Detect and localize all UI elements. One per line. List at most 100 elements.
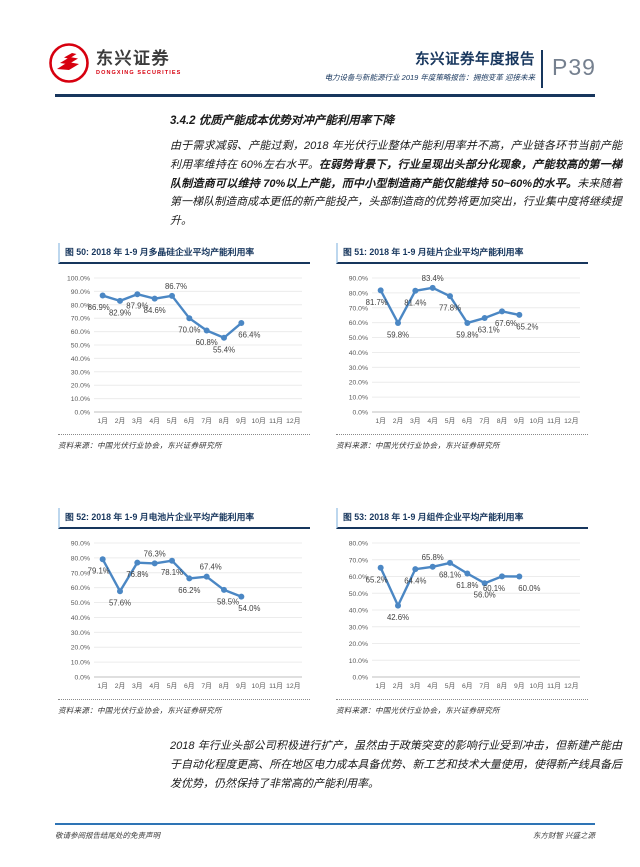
svg-text:60.0%: 60.0% [349,320,368,327]
svg-text:80.0%: 80.0% [349,541,368,548]
header-rule [55,94,595,97]
report-title: 东兴证券年度报告 [415,52,535,68]
svg-text:65.8%: 65.8% [422,553,444,562]
svg-text:3月: 3月 [132,417,143,425]
figure-52-caption: 图 52: 2018 年 1-9 月电池片企业平均产能利用率 [58,508,310,529]
figure-52-line-chart: 0.0% 10.0% 20.0% 30.0% 40.0% 50.0% 60.0% 70.0% 8… [71,541,302,690]
svg-text:61.8%: 61.8% [456,581,478,590]
svg-text:2月: 2月 [115,682,126,690]
svg-text:60.0%: 60.0% [518,584,540,593]
svg-text:10.0%: 10.0% [349,395,368,402]
svg-text:59.8%: 59.8% [456,330,478,339]
svg-text:77.8%: 77.8% [439,304,461,313]
svg-text:5月: 5月 [445,682,456,690]
svg-text:83.4%: 83.4% [422,274,444,283]
figure-51-source: 资料来源：中国光伏行业协会，东兴证券研究所 [336,441,500,450]
svg-text:20.0%: 20.0% [71,645,90,652]
svg-text:4月: 4月 [149,417,160,425]
svg-text:11月: 11月 [269,682,283,690]
body-paragraph-2: 2018 年行业头部公司积极进行扩产，虽然由于政策突变的影响行业受到冲击，但新建… [170,740,622,790]
svg-text:54.0%: 54.0% [238,604,260,613]
svg-text:64.4%: 64.4% [404,577,426,586]
logo-text: 东兴证券 DONGXING SECURITIES [96,49,182,77]
svg-text:4月: 4月 [427,417,438,425]
svg-text:55.4%: 55.4% [213,345,235,354]
svg-text:3月: 3月 [410,682,421,690]
section-heading: 3.4.2 优质产能成本优势对冲产能利用率下降 [170,115,395,127]
svg-text:50.0%: 50.0% [71,600,90,607]
svg-text:7月: 7月 [201,417,212,425]
svg-text:50.0%: 50.0% [71,343,90,350]
svg-text:66.2%: 66.2% [178,586,200,595]
svg-text:6月: 6月 [184,417,195,425]
svg-text:8月: 8月 [497,417,508,425]
svg-text:90.0%: 90.0% [71,289,90,296]
svg-text:7月: 7月 [201,682,212,690]
svg-text:9月: 9月 [514,417,525,425]
figure-50-card: 图 50: 2018 年 1-9 月多晶硅企业平均产能利用率 0.0% 10.0%… [58,243,310,451]
svg-text:80.0%: 80.0% [71,302,90,309]
figure-50-source: 资料来源：中国光伏行业协会，东兴证券研究所 [58,441,222,450]
dongxing-emblem-icon [49,43,89,83]
footer-disclaimer: 敬请参阅报告结尾处的免责声明 [55,831,160,840]
svg-text:9月: 9月 [236,682,247,690]
svg-text:79.1%: 79.1% [88,567,110,576]
svg-text:76.3%: 76.3% [144,549,166,558]
figure-51-line-chart: 0.0%10.0%20.0%30.0%40.0%50.0%60.0%70.0%8… [349,274,580,425]
svg-text:5月: 5月 [167,682,178,690]
svg-text:63.1%: 63.1% [478,326,500,335]
logo-text-cn: 东兴证券 [96,49,170,68]
svg-text:70.0%: 70.0% [349,557,368,564]
figure-51-card: 图 51: 2018 年 1-9 月硅片企业平均产能利用率 0.0% 10.0% 2… [336,243,588,451]
svg-text:30.0%: 30.0% [71,630,90,637]
figure-50-separator [58,434,310,435]
svg-text:12月: 12月 [564,417,578,425]
svg-text:6月: 6月 [462,417,473,425]
svg-text:3月: 3月 [410,417,421,425]
svg-text:42.6%: 42.6% [387,613,409,622]
svg-text:82.9%: 82.9% [109,308,131,317]
svg-text:6月: 6月 [462,682,473,690]
svg-text:0.0%: 0.0% [353,410,369,417]
svg-text:70.0%: 70.0% [178,326,200,335]
svg-text:11月: 11月 [269,417,283,425]
svg-text:40.0%: 40.0% [71,356,90,363]
svg-text:40.0%: 40.0% [349,608,368,615]
svg-text:9月: 9月 [514,682,525,690]
logo-text-en: DONGXING SECURITIES [96,70,182,76]
svg-text:56.0%: 56.0% [474,591,496,600]
report-header: 东兴证券年度报告 电力设备与新能源行业 2019 年度策略报告：拥抱变革 迎接未… [205,48,535,83]
svg-text:2月: 2月 [393,682,404,690]
header-divider-vertical [541,50,543,88]
para1-normal-2: 未来随着第一梯队制造商成本更低的新产能投产，头部制造商的优势将更加突出，行业集中… [170,177,622,228]
svg-text:86.7%: 86.7% [165,282,187,291]
figure-53-card: 图 53: 2018 年 1-9 月组件企业平均产能利用率 0.0% 10.0% 2… [336,508,588,716]
svg-text:60.0%: 60.0% [71,329,90,336]
figure-50-caption: 图 50: 2018 年 1-9 月多晶硅企业平均产能利用率 [58,243,310,264]
figure-51-caption: 图 51: 2018 年 1-9 月硅片企业平均产能利用率 [336,243,588,264]
svg-text:12月: 12月 [286,682,300,690]
figure-52-card: 图 52: 2018 年 1-9 月电池片企业平均产能利用率 0.0% 10.0%… [58,508,310,716]
svg-text:50.0%: 50.0% [349,335,368,342]
svg-text:87.9%: 87.9% [126,302,148,311]
svg-text:86.9%: 86.9% [88,303,110,312]
svg-text:10月: 10月 [529,417,543,425]
svg-text:70.0%: 70.0% [349,305,368,312]
svg-text:7月: 7月 [479,682,490,690]
svg-text:84.6%: 84.6% [144,306,166,315]
svg-text:81.4%: 81.4% [404,298,426,307]
svg-text:1月: 1月 [97,417,108,425]
svg-text:5月: 5月 [445,417,456,425]
svg-text:78.1%: 78.1% [161,568,183,577]
svg-text:76.8%: 76.8% [126,570,148,579]
svg-text:70.0%: 70.0% [71,316,90,323]
svg-text:60.8%: 60.8% [196,338,218,347]
svg-text:40.0%: 40.0% [71,615,90,622]
svg-text:8月: 8月 [219,682,230,690]
footer-slogan: 东方财智 兴盛之源 [532,831,595,840]
svg-text:10月: 10月 [251,682,265,690]
svg-text:10月: 10月 [529,682,543,690]
svg-text:20.0%: 20.0% [349,641,368,648]
svg-text:65.2%: 65.2% [366,575,388,584]
